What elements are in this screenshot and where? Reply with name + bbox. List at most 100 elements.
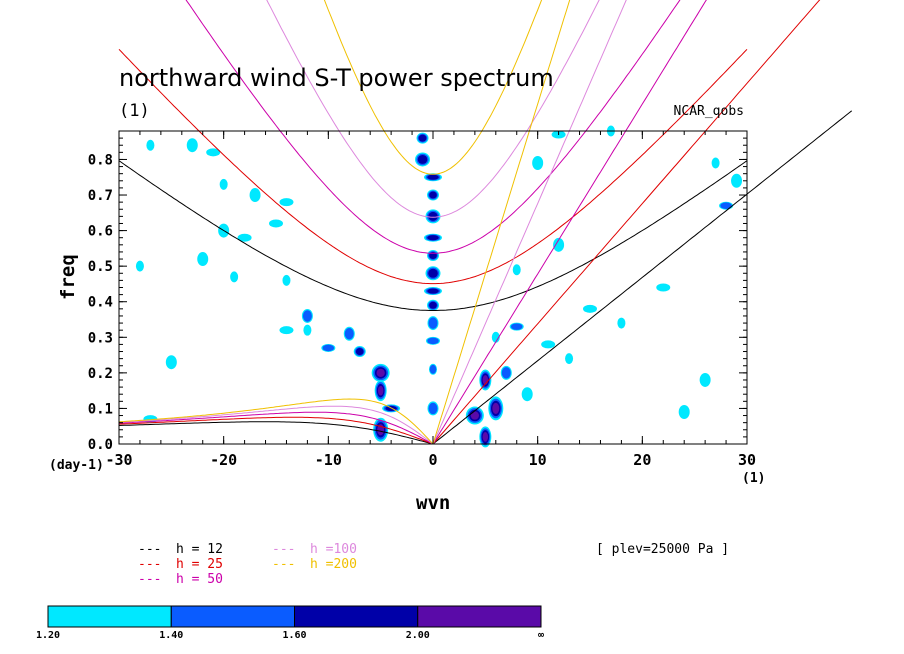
- contour-blob: [427, 174, 439, 180]
- contour-blob: [428, 268, 438, 278]
- legend-item: --- h = 25: [138, 557, 223, 572]
- legend-item: --- h = 50: [138, 572, 223, 587]
- colorbar-swatch: [47, 605, 172, 628]
- contour-blob: [427, 337, 439, 345]
- gravity-wave-curve: [185, 0, 681, 254]
- chart-title: northward wind S-T power spectrum: [119, 64, 554, 92]
- contour-blob: [565, 353, 574, 365]
- gravity-wave-curve: [266, 0, 600, 218]
- contour-blob: [501, 367, 511, 379]
- legend-item: --- h =100: [272, 542, 357, 557]
- plev-annotation: [ plev=25000 Pa ]: [596, 542, 730, 557]
- contour-blob: [428, 402, 438, 415]
- rossby-wave-curve: [118, 398, 434, 444]
- colorbar-level-label: 2.00: [405, 630, 430, 641]
- x-unit-label: (1): [742, 471, 766, 486]
- contour-blob: [249, 188, 261, 203]
- contour-blob: [206, 148, 221, 157]
- y-tick-label: 0.7: [88, 188, 113, 204]
- source-label: NCAR_qobs: [673, 104, 744, 119]
- x-tick-label: -10: [315, 451, 342, 469]
- colorbar-level-label: 1.60: [282, 630, 307, 641]
- contour-blob: [219, 178, 228, 190]
- kelvin-wave-curve: [432, 0, 821, 444]
- colorbar-swatch: [170, 605, 295, 628]
- contour-blob: [279, 198, 294, 207]
- y-tick-label: 0.8: [88, 152, 113, 168]
- contour-blob: [146, 139, 155, 151]
- contour-blob: [230, 271, 239, 283]
- contour-blob: [617, 317, 626, 329]
- contour-blob: [429, 191, 437, 199]
- y-tick-label: 0.6: [88, 224, 113, 240]
- y-tick-label: 0.4: [88, 295, 113, 311]
- contour-blob: [429, 251, 437, 260]
- contour-blob: [418, 134, 427, 142]
- contour-blob: [428, 317, 438, 329]
- contour-blob: [282, 274, 291, 286]
- gravity-wave-curve: [118, 48, 748, 285]
- x-axis-label: wvn: [416, 492, 451, 514]
- contour-blob: [427, 235, 439, 241]
- kelvin-wave-curve: [432, 110, 853, 444]
- x-tick-label: 0: [428, 451, 437, 469]
- kelvin-wave-curve: [432, 0, 707, 444]
- contour-blob: [428, 211, 438, 221]
- legend-item: --- h =200: [272, 557, 357, 572]
- legend-line-sample: ---: [138, 542, 162, 557]
- contour-blob: [135, 260, 144, 272]
- contour-blob: [711, 157, 720, 169]
- legend-label: h =100: [310, 542, 357, 557]
- contour-blob: [427, 288, 439, 294]
- rossby-wave-curve: [118, 411, 434, 444]
- contour-blob: [376, 368, 385, 378]
- legend-line-sample: ---: [138, 557, 162, 572]
- x-tick-label: 30: [738, 451, 756, 469]
- contour-blob: [720, 202, 732, 209]
- y-tick-label: 0.3: [88, 330, 113, 346]
- x-tick-label: -30: [105, 451, 132, 469]
- contour-blob: [429, 364, 437, 374]
- legend-label: h =200: [310, 557, 357, 572]
- contour-blob: [344, 327, 354, 340]
- kelvin-wave-curve: [432, 0, 571, 444]
- colorbar-level-label: ∞: [537, 630, 545, 641]
- colorbar-swatch: [294, 605, 419, 628]
- colorbar: [47, 605, 542, 628]
- contour-blob: [322, 344, 335, 352]
- contour-blob: [355, 348, 364, 356]
- y-axis-label: freq: [57, 254, 79, 300]
- contour-blob: [510, 323, 523, 330]
- contour-blob: [553, 237, 565, 252]
- kelvin-wave-curve: [432, 0, 627, 444]
- contour-blob: [377, 385, 384, 396]
- contour-blob: [541, 340, 556, 349]
- x-tick-label: 10: [529, 451, 547, 469]
- colorbar-level-label: 1.40: [159, 630, 184, 641]
- x-tick-label: -20: [210, 451, 237, 469]
- contour-blob: [521, 387, 533, 402]
- contour-blob: [165, 355, 177, 370]
- contour-blob: [731, 173, 743, 188]
- contour-blob: [279, 326, 294, 335]
- contour-blob: [532, 156, 544, 171]
- contour-blob: [237, 233, 252, 242]
- legend-label: h = 50: [176, 572, 223, 587]
- colorbar-level-label: 1.20: [35, 630, 61, 641]
- contour-layer: [135, 125, 743, 448]
- legend-line-sample: ---: [272, 557, 296, 572]
- y-tick-label: 0.2: [88, 366, 113, 382]
- contour-blob: [699, 372, 711, 387]
- contour-blob: [429, 301, 437, 309]
- contour-blob: [417, 154, 428, 164]
- contour-blob: [656, 283, 671, 292]
- rossby-wave-curve: [118, 421, 434, 444]
- colorbar-swatch: [417, 605, 542, 628]
- legend-label: h = 25: [176, 557, 223, 572]
- dispersion-curves: [118, 0, 853, 444]
- contour-blob: [303, 324, 312, 336]
- axes: -30 -20 -10 0 10 20 30 0.0 0.1 0.2 0.3 0.4 0.5 0.6 0.7…: [88, 130, 756, 469]
- x-tick-label: 20: [633, 451, 651, 469]
- y-tick-label: 0.5: [88, 259, 113, 275]
